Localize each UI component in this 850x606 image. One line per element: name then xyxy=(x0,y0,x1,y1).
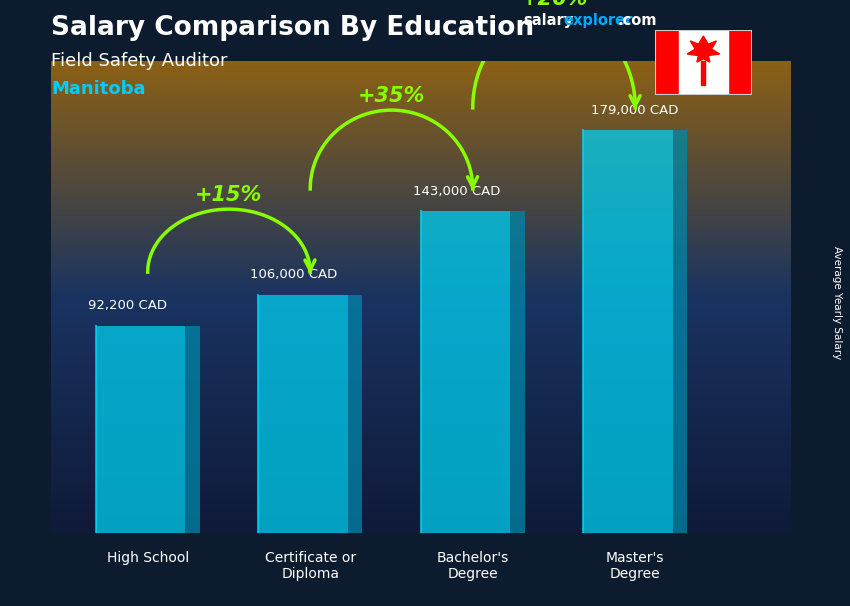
Polygon shape xyxy=(348,295,362,533)
Text: 179,000 CAD: 179,000 CAD xyxy=(592,104,679,117)
Polygon shape xyxy=(185,326,200,533)
Text: 143,000 CAD: 143,000 CAD xyxy=(412,185,500,198)
Text: explorer: explorer xyxy=(564,13,633,28)
Text: Certificate or
Diploma: Certificate or Diploma xyxy=(264,551,356,582)
Text: 106,000 CAD: 106,000 CAD xyxy=(250,268,337,281)
Text: salary: salary xyxy=(523,13,573,28)
Bar xyxy=(728,30,752,95)
Bar xyxy=(654,30,679,95)
Text: Salary Comparison By Education: Salary Comparison By Education xyxy=(51,15,534,41)
Bar xyxy=(679,30,728,95)
Text: Bachelor's
Degree: Bachelor's Degree xyxy=(437,551,509,582)
Text: Average Yearly Salary: Average Yearly Salary xyxy=(832,247,842,359)
Polygon shape xyxy=(258,295,348,533)
Text: +15%: +15% xyxy=(196,185,263,205)
Polygon shape xyxy=(96,326,185,533)
Text: Master's
Degree: Master's Degree xyxy=(606,551,665,582)
Text: 92,200 CAD: 92,200 CAD xyxy=(88,299,167,312)
Text: .com: .com xyxy=(617,13,656,28)
Text: Field Safety Auditor: Field Safety Auditor xyxy=(51,52,228,70)
Text: High School: High School xyxy=(106,551,189,565)
Text: +26%: +26% xyxy=(520,0,587,9)
Polygon shape xyxy=(672,130,688,533)
Polygon shape xyxy=(421,211,510,533)
Polygon shape xyxy=(583,130,672,533)
Polygon shape xyxy=(687,36,720,62)
Polygon shape xyxy=(510,211,524,533)
Bar xyxy=(701,61,706,85)
Text: +35%: +35% xyxy=(358,85,425,105)
Text: Manitoba: Manitoba xyxy=(51,80,145,98)
